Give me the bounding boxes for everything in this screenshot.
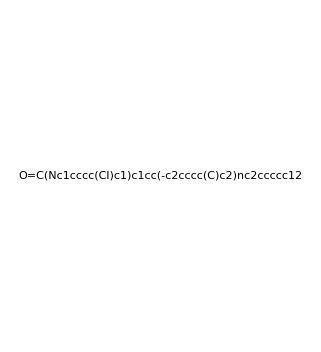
Text: O=C(Nc1cccc(Cl)c1)c1cc(-c2cccc(C)c2)nc2ccccc12: O=C(Nc1cccc(Cl)c1)c1cc(-c2cccc(C)c2)nc2c… xyxy=(18,171,303,181)
